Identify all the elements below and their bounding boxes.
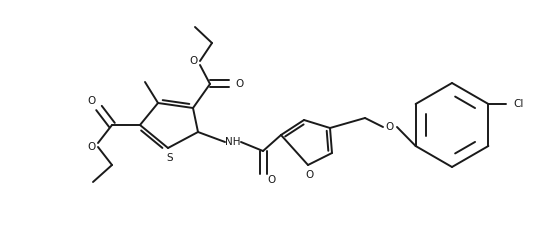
Text: O: O xyxy=(235,79,243,89)
Text: O: O xyxy=(88,96,96,106)
Text: O: O xyxy=(267,175,275,185)
Text: O: O xyxy=(87,142,95,152)
Text: Cl: Cl xyxy=(513,99,524,109)
Text: O: O xyxy=(386,122,394,132)
Text: O: O xyxy=(306,170,314,180)
Text: S: S xyxy=(167,153,173,163)
Text: O: O xyxy=(190,56,198,66)
Text: NH: NH xyxy=(225,137,241,147)
